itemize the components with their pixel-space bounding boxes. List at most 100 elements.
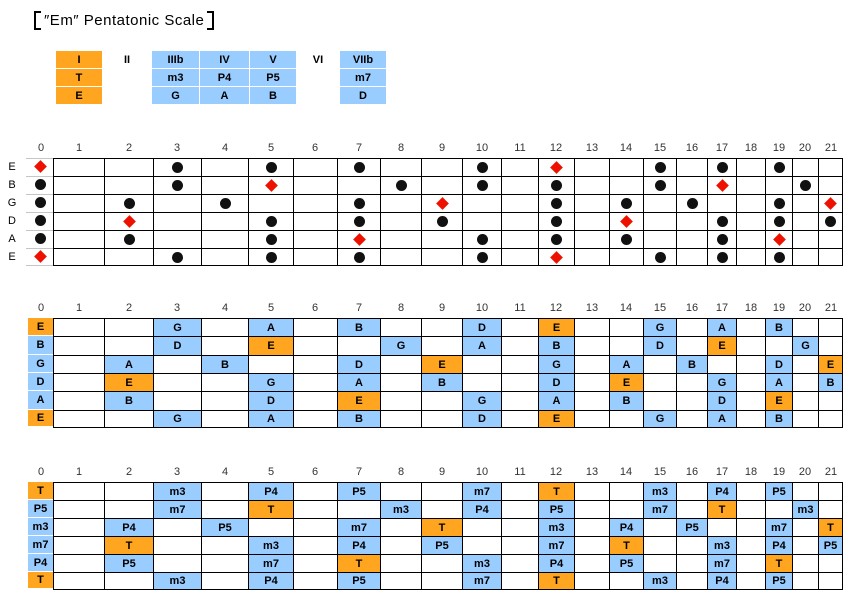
note-name-cell: B — [202, 356, 248, 373]
fret-marker-cell — [154, 177, 201, 194]
note-marker — [219, 198, 231, 209]
string-row-line — [54, 230, 842, 231]
fret-number-label: 13 — [585, 142, 599, 154]
note-marker — [716, 251, 728, 263]
note-name-cell: G — [381, 337, 421, 355]
interval-cell: P5 — [677, 519, 707, 536]
fret-number-label: 14 — [619, 466, 633, 478]
interval-cell: P5 — [819, 537, 842, 554]
fret-number-label: 1 — [75, 142, 83, 154]
note-marker — [716, 216, 728, 227]
scale-interval-cell: P5 — [250, 69, 296, 86]
note-name-cell: A — [249, 319, 293, 336]
note-name-cell: A — [463, 337, 501, 355]
note-marker — [476, 180, 488, 191]
scale-note-cell: G — [152, 87, 199, 104]
interval-cell: m3 — [644, 483, 676, 500]
note-name-cell: B — [677, 356, 707, 373]
note-marker — [551, 216, 562, 227]
interval-cell: m3 — [249, 537, 293, 554]
note-marker — [35, 179, 46, 190]
fret-number-label: 21 — [824, 302, 838, 314]
fret-number-label: 20 — [798, 302, 812, 314]
note-marker — [265, 216, 277, 227]
fret-marker-cell — [539, 213, 574, 230]
note-marker — [265, 234, 277, 245]
fret-marker-cell — [708, 159, 736, 176]
open-area-line — [26, 176, 53, 177]
fret-number-label: 5 — [267, 466, 275, 478]
note-marker — [172, 180, 183, 191]
fret-number-label: 3 — [173, 302, 181, 314]
note-name-cell: D — [338, 356, 380, 373]
interval-cell: m3 — [708, 537, 736, 554]
note-name-cell: G — [154, 411, 201, 427]
fret-number-label: 8 — [397, 302, 405, 314]
note-marker — [35, 197, 46, 208]
note-marker — [551, 198, 562, 209]
fret-marker-cell — [249, 231, 293, 248]
note-name-cell: E — [105, 374, 153, 391]
note-name-cell: D — [28, 373, 53, 390]
note-name-cell: D — [539, 374, 574, 391]
interval-cell: T — [338, 555, 380, 572]
interval-cell: T — [708, 501, 736, 518]
fret-marker-cell — [463, 249, 501, 265]
interval-cell: P4 — [249, 483, 293, 500]
note-name-cell: A — [539, 392, 574, 410]
string-row-line — [54, 536, 842, 537]
fret-number-label: 8 — [397, 466, 405, 478]
interval-cell: m7 — [463, 573, 501, 589]
note-marker — [621, 234, 632, 245]
string-label: A — [8, 233, 16, 245]
fret-marker-cell — [708, 231, 736, 248]
fret-marker-cell — [202, 195, 248, 212]
fret-number-label: 4 — [221, 142, 229, 154]
fret-marker-cell — [154, 159, 201, 176]
fret-number-label: 14 — [619, 302, 633, 314]
string-row-line — [54, 572, 842, 573]
fret-number-label: 15 — [653, 142, 667, 154]
fret-marker-cell — [766, 195, 792, 212]
fret-number-label: 14 — [619, 142, 633, 154]
fret-marker-cell — [338, 213, 380, 230]
note-name-cell: D — [463, 411, 501, 427]
open-area-line — [26, 248, 53, 249]
note-marker — [800, 180, 811, 191]
note-name-cell: D — [463, 319, 501, 336]
fret-number-label: 10 — [475, 142, 489, 154]
note-name-cell: E — [708, 337, 736, 355]
interval-cell: m7 — [154, 501, 201, 518]
fret-number-label: 19 — [772, 466, 786, 478]
note-name-cell: E — [249, 337, 293, 355]
note-marker — [716, 162, 728, 173]
fret-number-label: 3 — [173, 142, 181, 154]
fret-number-label: 8 — [397, 142, 405, 154]
note-marker — [123, 198, 135, 209]
fret-number-label: 4 — [221, 302, 229, 314]
scale-interval-cell: m3 — [152, 69, 199, 86]
string-row-line — [54, 410, 842, 411]
fret-number-label: 15 — [653, 302, 667, 314]
note-name-cell: A — [708, 411, 736, 427]
fret-number-label: 2 — [125, 302, 133, 314]
note-marker — [265, 162, 277, 173]
interval-cell: T — [539, 483, 574, 500]
fret-marker-cell — [708, 249, 736, 265]
note-name-cell: B — [766, 319, 792, 336]
note-name-cell: B — [819, 374, 842, 391]
interval-cell: T — [766, 555, 792, 572]
interval-cell: P5 — [28, 500, 53, 517]
title-open-bracket — [34, 10, 41, 30]
note-marker — [123, 234, 135, 245]
interval-cell: m7 — [28, 536, 53, 553]
note-name-cell: E — [338, 392, 380, 410]
scale-note-cell: A — [200, 87, 249, 104]
interval-cell: m7 — [249, 555, 293, 572]
note-name-cell: B — [610, 392, 643, 410]
string-label: E — [8, 161, 16, 173]
fret-number-label: 10 — [475, 466, 489, 478]
fret-marker-cell — [249, 213, 293, 230]
